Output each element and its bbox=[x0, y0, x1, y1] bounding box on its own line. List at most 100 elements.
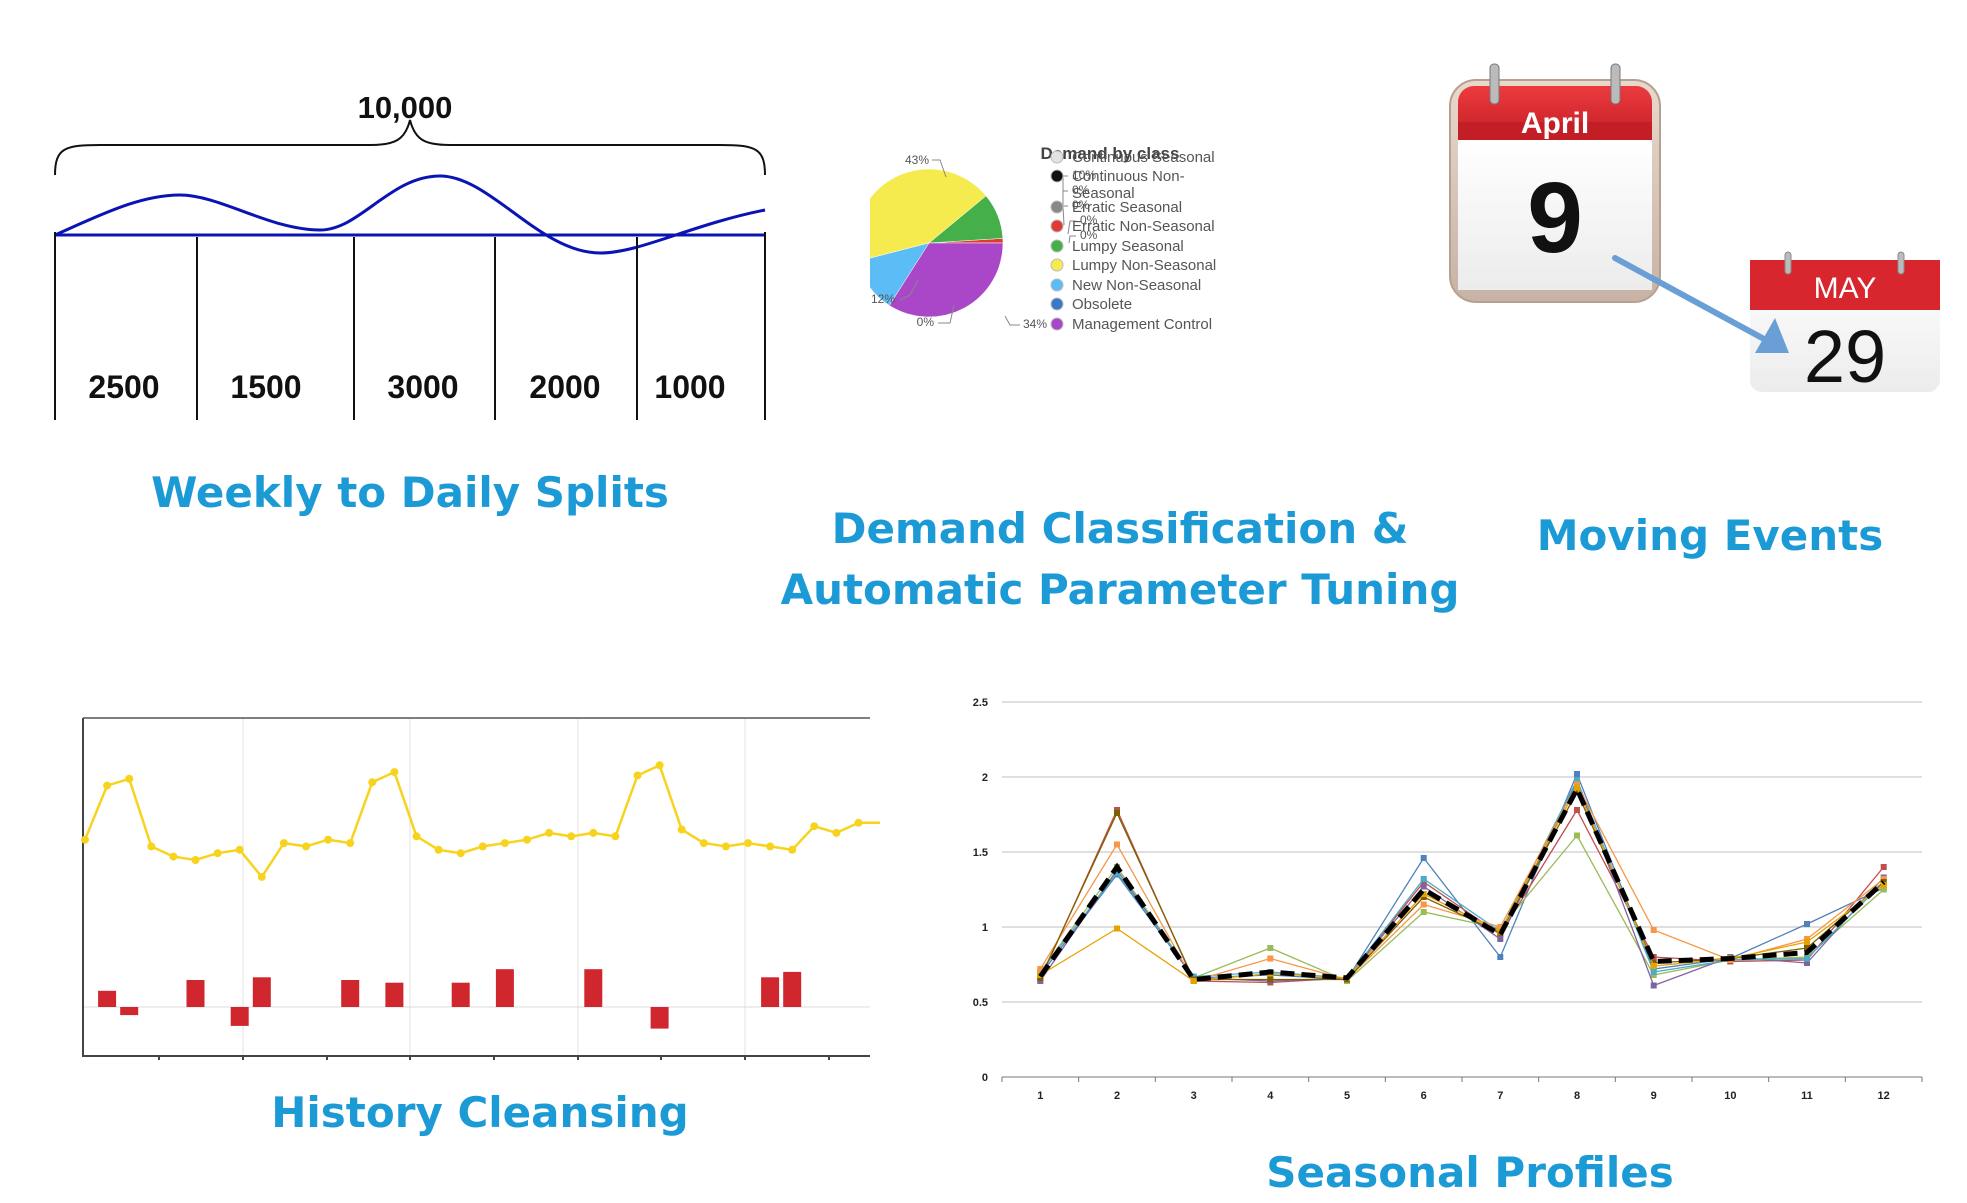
legend-swatch bbox=[1050, 278, 1064, 292]
history-point bbox=[699, 839, 708, 848]
history-adjustment-bar bbox=[385, 982, 404, 1007]
pie-data-label: 0% bbox=[917, 315, 935, 329]
history-adjustment-bar bbox=[341, 980, 360, 1007]
history-point bbox=[633, 771, 642, 780]
caption-demand-line2: Automatic Parameter Tuning bbox=[780, 565, 1460, 614]
move-arrow bbox=[1612, 255, 1789, 353]
history-point bbox=[257, 872, 266, 881]
seasonal-marker bbox=[1804, 945, 1810, 951]
history-point bbox=[125, 774, 134, 783]
seasonal-marker bbox=[1420, 909, 1427, 915]
pie-data-label: 0% bbox=[1072, 198, 1090, 212]
history-adjustment-bar bbox=[252, 977, 271, 1007]
history-point bbox=[191, 856, 200, 864]
history-point bbox=[567, 832, 576, 841]
caption-demand-line1: Demand Classification & bbox=[831, 504, 1409, 553]
legend-label: New Non-Seasonal bbox=[1072, 277, 1201, 294]
seasonal-marker bbox=[1114, 925, 1120, 932]
history-point bbox=[545, 828, 554, 837]
seasonal-y-tick: 2 bbox=[982, 772, 988, 784]
legend-label: Erratic Non-Seasonal bbox=[1072, 218, 1215, 235]
demand-curve bbox=[54, 174, 766, 255]
pie-leader-line bbox=[1062, 190, 1068, 208]
history-point bbox=[456, 849, 465, 858]
seasonal-series-profile-6 bbox=[1039, 783, 1885, 982]
seasonal-marker bbox=[1574, 789, 1580, 795]
caption-seasonal: Seasonal Profiles bbox=[1266, 1148, 1674, 1197]
legend-label: Erratic Seasonal bbox=[1072, 199, 1182, 216]
seasonal-marker bbox=[1574, 832, 1580, 839]
history-adjustment-bar bbox=[783, 971, 802, 1007]
seasonal-marker bbox=[1267, 945, 1274, 951]
legend-swatch bbox=[1050, 219, 1064, 233]
history-point bbox=[655, 761, 664, 770]
calendar-april: April 9 bbox=[1449, 63, 1661, 303]
history-point bbox=[147, 842, 156, 851]
seasonal-x-tick: 8 bbox=[1574, 1090, 1580, 1102]
legend-label: Management Control bbox=[1072, 316, 1212, 333]
legend-swatch bbox=[1050, 317, 1064, 331]
seasonal-marker bbox=[1114, 870, 1120, 876]
seasonal-marker bbox=[1420, 883, 1427, 890]
history-point bbox=[169, 852, 178, 861]
april-day: 9 bbox=[1527, 162, 1583, 274]
seasonal-x-tick: 6 bbox=[1421, 1090, 1427, 1102]
demand-pie-chart: Demand by class 43%10%0%0%0%0%12%0% 34% C… bbox=[854, 144, 1216, 333]
legend-swatch bbox=[1050, 297, 1064, 311]
history-adjustment-bar bbox=[650, 1007, 669, 1029]
pie-title: Demand by class bbox=[1041, 144, 1180, 163]
legend-label: Lumpy Seasonal bbox=[1072, 238, 1184, 255]
history-point bbox=[523, 835, 531, 844]
history-point bbox=[434, 845, 443, 854]
seasonal-marker bbox=[1650, 927, 1657, 933]
legend-label: Seasonal bbox=[1072, 185, 1135, 202]
seasonal-y-tick: 1.5 bbox=[973, 847, 988, 859]
seasonal-marker bbox=[1497, 936, 1504, 942]
pie-leader-line bbox=[1062, 175, 1068, 193]
seasonal-marker bbox=[1420, 901, 1427, 908]
seasonal-marker bbox=[1804, 921, 1810, 927]
history-point bbox=[103, 781, 112, 790]
seasonal-x-tick: 2 bbox=[1114, 1090, 1120, 1102]
weekly-total-label: 10,000 bbox=[358, 90, 453, 125]
legend-label: Obsolete bbox=[1072, 296, 1132, 313]
seasonal-marker bbox=[1267, 955, 1274, 962]
seasonal-marker bbox=[1650, 963, 1657, 969]
seasonal-marker bbox=[1267, 976, 1274, 983]
pie-data-label: 0% bbox=[1072, 183, 1090, 197]
seasonal-marker bbox=[1574, 771, 1580, 777]
history-point bbox=[302, 842, 310, 851]
seasonal-marker bbox=[1650, 982, 1657, 989]
seasonal-x-tick: 11 bbox=[1801, 1090, 1813, 1102]
seasonal-x-tick: 3 bbox=[1191, 1090, 1197, 1102]
seasonal-marker bbox=[1190, 978, 1197, 984]
seasonal-x-tick: 10 bbox=[1724, 1090, 1736, 1102]
caption-demand: Demand Classification & Automatic Parame… bbox=[780, 498, 1460, 620]
moving-events-panel: April 9 MAY 29 bbox=[1440, 60, 1950, 440]
history-point bbox=[788, 845, 797, 854]
pie-data-label: 10% bbox=[1072, 168, 1096, 182]
seasonal-marker bbox=[1420, 891, 1427, 897]
pie-leader-line bbox=[1068, 235, 1076, 244]
seasonal-series-average bbox=[1038, 783, 1886, 983]
seasonal-x-tick: 4 bbox=[1267, 1090, 1274, 1102]
legend-swatch bbox=[1050, 258, 1064, 272]
seasonal-marker bbox=[1880, 882, 1887, 888]
legend-label: Lumpy Non-Seasonal bbox=[1072, 257, 1216, 274]
history-point bbox=[810, 822, 819, 831]
seasonal-marker bbox=[1497, 924, 1504, 930]
seasonal-y-tick: 0.5 bbox=[973, 997, 988, 1009]
seasonal-marker bbox=[1497, 954, 1504, 960]
history-point bbox=[412, 832, 421, 841]
april-month: April bbox=[1521, 107, 1589, 140]
seasonal-marker bbox=[1114, 810, 1120, 816]
seasonal-marker bbox=[1880, 886, 1887, 893]
weekly-split-panel: 10,000 2500 1500 3000 2000 1000 bbox=[40, 80, 780, 430]
history-adjustment-bar bbox=[98, 990, 117, 1007]
seasonal-marker bbox=[1114, 841, 1120, 848]
history-point bbox=[500, 839, 509, 848]
seasonal-x-tick: 12 bbox=[1878, 1090, 1890, 1102]
legend-label: Continuous Non- bbox=[1072, 168, 1185, 185]
history-adjustment-bar bbox=[761, 977, 780, 1007]
caption-weekly: Weekly to Daily Splits bbox=[151, 468, 669, 517]
